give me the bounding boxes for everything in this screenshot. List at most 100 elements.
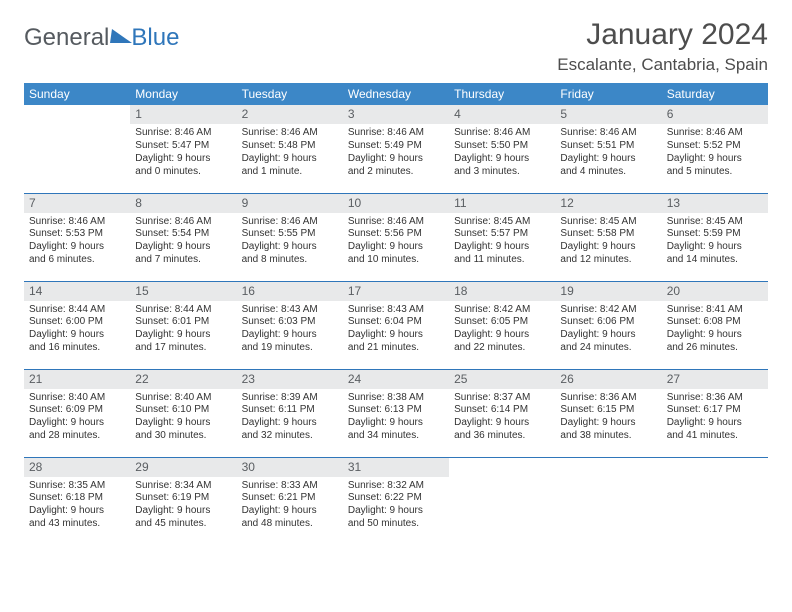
- calendar-cell: 1Sunrise: 8:46 AMSunset: 5:47 PMDaylight…: [130, 105, 236, 193]
- daylight-line1: Daylight: 9 hours: [667, 417, 763, 430]
- daylight-line1: Daylight: 9 hours: [348, 329, 444, 342]
- sunset-text: Sunset: 6:17 PM: [667, 404, 763, 417]
- daylight-line2: and 24 minutes.: [560, 342, 656, 355]
- calendar-cell: [24, 105, 130, 193]
- day-details: Sunrise: 8:34 AMSunset: 6:19 PMDaylight:…: [130, 477, 236, 536]
- sunrise-text: Sunrise: 8:33 AM: [242, 480, 338, 493]
- day-number: 17: [343, 282, 449, 301]
- sunrise-text: Sunrise: 8:46 AM: [560, 127, 656, 140]
- calendar-cell: [662, 457, 768, 545]
- sunrise-text: Sunrise: 8:44 AM: [135, 304, 231, 317]
- day-number: 11: [449, 194, 555, 213]
- day-number: 20: [662, 282, 768, 301]
- daylight-line1: Daylight: 9 hours: [560, 241, 656, 254]
- day-number: 7: [24, 194, 130, 213]
- weekday-header: Tuesday: [237, 83, 343, 105]
- sunset-text: Sunset: 6:14 PM: [454, 404, 550, 417]
- brand-blue: Blue: [131, 24, 179, 52]
- day-details: Sunrise: 8:37 AMSunset: 6:14 PMDaylight:…: [449, 389, 555, 448]
- day-details: Sunrise: 8:36 AMSunset: 6:15 PMDaylight:…: [555, 389, 661, 448]
- month-title: January 2024: [557, 18, 768, 51]
- sunrise-text: Sunrise: 8:40 AM: [135, 392, 231, 405]
- day-number: 15: [130, 282, 236, 301]
- weekday-header: Sunday: [24, 83, 130, 105]
- daylight-line1: Daylight: 9 hours: [242, 329, 338, 342]
- daylight-line1: Daylight: 9 hours: [135, 505, 231, 518]
- calendar-cell: 7Sunrise: 8:46 AMSunset: 5:53 PMDaylight…: [24, 193, 130, 281]
- sunrise-text: Sunrise: 8:35 AM: [29, 480, 125, 493]
- location-label: Escalante, Cantabria, Spain: [557, 55, 768, 75]
- calendar-week-row: 28Sunrise: 8:35 AMSunset: 6:18 PMDayligh…: [24, 457, 768, 545]
- brand-triangle-icon: [110, 29, 134, 43]
- sunrise-text: Sunrise: 8:45 AM: [454, 216, 550, 229]
- day-details: Sunrise: 8:46 AMSunset: 5:47 PMDaylight:…: [130, 124, 236, 183]
- sunrise-text: Sunrise: 8:46 AM: [348, 127, 444, 140]
- day-number: 22: [130, 370, 236, 389]
- calendar-cell: 19Sunrise: 8:42 AMSunset: 6:06 PMDayligh…: [555, 281, 661, 369]
- calendar-cell: [449, 457, 555, 545]
- sunrise-text: Sunrise: 8:46 AM: [135, 216, 231, 229]
- day-number: 6: [662, 105, 768, 124]
- sunrise-text: Sunrise: 8:43 AM: [348, 304, 444, 317]
- sunrise-text: Sunrise: 8:46 AM: [29, 216, 125, 229]
- sunset-text: Sunset: 6:04 PM: [348, 316, 444, 329]
- calendar-cell: 14Sunrise: 8:44 AMSunset: 6:00 PMDayligh…: [24, 281, 130, 369]
- day-details: Sunrise: 8:46 AMSunset: 5:53 PMDaylight:…: [24, 213, 130, 272]
- day-details: Sunrise: 8:44 AMSunset: 6:00 PMDaylight:…: [24, 301, 130, 360]
- day-number: 23: [237, 370, 343, 389]
- day-details: Sunrise: 8:36 AMSunset: 6:17 PMDaylight:…: [662, 389, 768, 448]
- sunset-text: Sunset: 6:09 PM: [29, 404, 125, 417]
- day-details: Sunrise: 8:46 AMSunset: 5:52 PMDaylight:…: [662, 124, 768, 183]
- sunset-text: Sunset: 5:57 PM: [454, 228, 550, 241]
- day-details: Sunrise: 8:42 AMSunset: 6:05 PMDaylight:…: [449, 301, 555, 360]
- day-number: 24: [343, 370, 449, 389]
- sunrise-text: Sunrise: 8:38 AM: [348, 392, 444, 405]
- daylight-line1: Daylight: 9 hours: [667, 241, 763, 254]
- weekday-header: Friday: [555, 83, 661, 105]
- calendar-page: General Blue January 2024 Escalante, Can…: [0, 0, 792, 612]
- sunset-text: Sunset: 6:03 PM: [242, 316, 338, 329]
- daylight-line2: and 30 minutes.: [135, 430, 231, 443]
- sunset-text: Sunset: 6:21 PM: [242, 492, 338, 505]
- day-details: Sunrise: 8:40 AMSunset: 6:10 PMDaylight:…: [130, 389, 236, 448]
- daylight-line2: and 38 minutes.: [560, 430, 656, 443]
- day-number: 13: [662, 194, 768, 213]
- daylight-line2: and 6 minutes.: [29, 254, 125, 267]
- daylight-line2: and 7 minutes.: [135, 254, 231, 267]
- day-number: 19: [555, 282, 661, 301]
- sunset-text: Sunset: 5:56 PM: [348, 228, 444, 241]
- sunset-text: Sunset: 5:49 PM: [348, 140, 444, 153]
- calendar-cell: 10Sunrise: 8:46 AMSunset: 5:56 PMDayligh…: [343, 193, 449, 281]
- daylight-line1: Daylight: 9 hours: [348, 505, 444, 518]
- weekday-header: Wednesday: [343, 83, 449, 105]
- calendar-cell: 20Sunrise: 8:41 AMSunset: 6:08 PMDayligh…: [662, 281, 768, 369]
- daylight-line2: and 14 minutes.: [667, 254, 763, 267]
- daylight-line2: and 3 minutes.: [454, 166, 550, 179]
- calendar-body: 1Sunrise: 8:46 AMSunset: 5:47 PMDaylight…: [24, 105, 768, 545]
- daylight-line1: Daylight: 9 hours: [135, 329, 231, 342]
- daylight-line1: Daylight: 9 hours: [560, 329, 656, 342]
- day-number: 27: [662, 370, 768, 389]
- daylight-line2: and 10 minutes.: [348, 254, 444, 267]
- sunrise-text: Sunrise: 8:42 AM: [560, 304, 656, 317]
- daylight-line1: Daylight: 9 hours: [29, 417, 125, 430]
- daylight-line1: Daylight: 9 hours: [135, 153, 231, 166]
- sunset-text: Sunset: 5:54 PM: [135, 228, 231, 241]
- daylight-line1: Daylight: 9 hours: [667, 153, 763, 166]
- day-details: Sunrise: 8:41 AMSunset: 6:08 PMDaylight:…: [662, 301, 768, 360]
- sunrise-text: Sunrise: 8:39 AM: [242, 392, 338, 405]
- day-number: 14: [24, 282, 130, 301]
- calendar-cell: 2Sunrise: 8:46 AMSunset: 5:48 PMDaylight…: [237, 105, 343, 193]
- calendar-cell: 21Sunrise: 8:40 AMSunset: 6:09 PMDayligh…: [24, 369, 130, 457]
- sunset-text: Sunset: 5:59 PM: [667, 228, 763, 241]
- day-number: 9: [237, 194, 343, 213]
- day-number: 29: [130, 458, 236, 477]
- day-number: 3: [343, 105, 449, 124]
- brand-general: General: [24, 24, 109, 52]
- daylight-line2: and 1 minute.: [242, 166, 338, 179]
- sunrise-text: Sunrise: 8:43 AM: [242, 304, 338, 317]
- sunrise-text: Sunrise: 8:45 AM: [667, 216, 763, 229]
- sunset-text: Sunset: 5:53 PM: [29, 228, 125, 241]
- sunrise-text: Sunrise: 8:34 AM: [135, 480, 231, 493]
- sunset-text: Sunset: 6:10 PM: [135, 404, 231, 417]
